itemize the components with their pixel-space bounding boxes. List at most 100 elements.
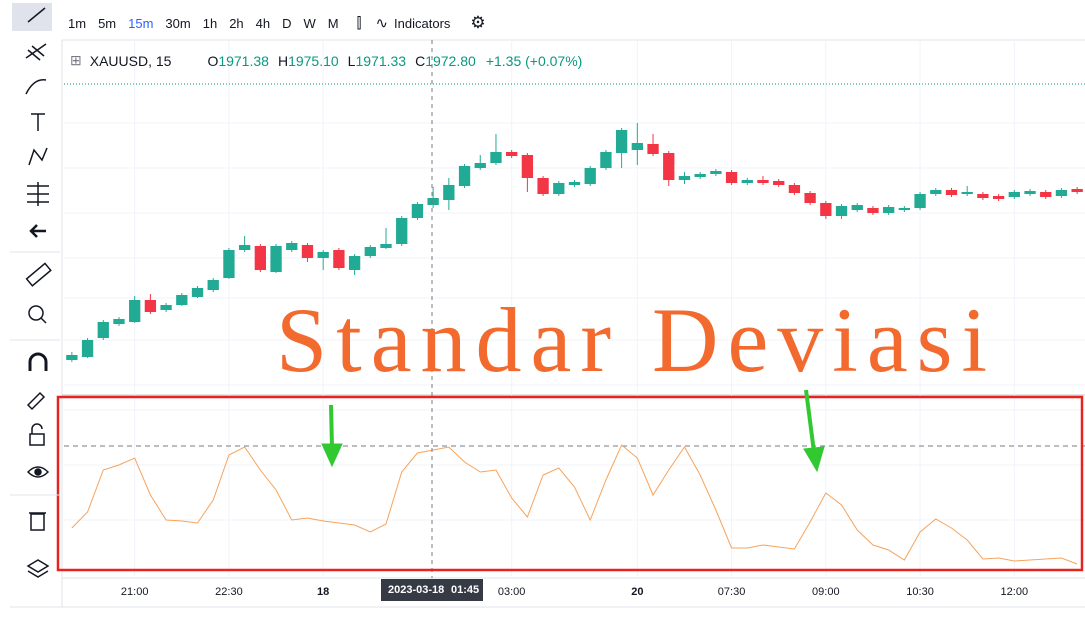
symbol[interactable]: XAUUSD, 15 [89, 52, 172, 69]
lock-drawing-tool[interactable] [26, 391, 46, 411]
x-tick-label: 18 [317, 586, 329, 598]
prediction-tool[interactable] [27, 182, 49, 206]
timeframe[interactable]: 1h [202, 15, 218, 31]
timeframe[interactable]: 5m [98, 15, 117, 31]
crosshair-date: 2023-03-18 [388, 584, 444, 596]
legend: ⊞ XAUUSD, 15 O 1971.38 H 1975.10 L 1971.33 C 19… [70, 52, 582, 69]
candle-body [286, 243, 298, 250]
layers-tool[interactable] [26, 559, 50, 578]
candle-body [490, 152, 502, 163]
candle-body [741, 180, 753, 183]
settings-icon[interactable]: ⚙ [470, 13, 486, 32]
pattern-tool[interactable] [28, 147, 48, 166]
x-tick-label: 03:00 [498, 586, 526, 598]
timeframe[interactable]: 30m [165, 15, 191, 31]
timeframe[interactable]: 4h [255, 15, 271, 31]
candle-body [867, 208, 879, 213]
candle-body [568, 182, 581, 185]
candle-body [615, 130, 628, 153]
trend-tool[interactable] [27, 7, 46, 23]
timeframe[interactable]: 1m [68, 15, 87, 31]
delete-tool[interactable] [29, 512, 46, 531]
indicators-button[interactable]: Indicators [394, 15, 451, 31]
candle-body [191, 288, 204, 297]
candle-body [474, 163, 486, 168]
candle-body [176, 295, 188, 305]
candle-body [1071, 189, 1083, 192]
ruler-tool[interactable] [25, 262, 52, 287]
x-tick-label: 20 [631, 586, 643, 598]
candle-body [427, 198, 439, 205]
indicator-line [71, 444, 1078, 565]
candle-body [600, 152, 612, 168]
candle-body [1055, 190, 1068, 196]
visibility-tool[interactable] [26, 466, 50, 478]
x-tick-label: 22:30 [215, 586, 243, 598]
active-tool-bg[interactable] [12, 3, 52, 31]
indicators-icon[interactable]: ∿ [375, 15, 389, 32]
candle-body [898, 208, 911, 210]
fib-tool[interactable] [25, 43, 47, 61]
zoom-tool[interactable] [28, 305, 47, 324]
candle-body [804, 193, 816, 203]
ohlc-value: 1972.80 [425, 52, 476, 69]
ohlc-key: C [415, 52, 426, 69]
candle-body [66, 355, 78, 360]
magnet-tool[interactable] [28, 352, 48, 371]
brush-tool[interactable] [25, 79, 47, 95]
timeframe[interactable]: D [282, 15, 292, 31]
candle-body [223, 250, 235, 278]
expand-icon[interactable]: ⊞ [70, 52, 82, 68]
timeframe[interactable]: W [303, 15, 316, 31]
candle-body [396, 218, 408, 244]
ohlc-value: 1971.33 [355, 52, 407, 69]
toolbar: 1m 5m 15m 30m 1h 2h 4h D W M ⫿ ∿ Indicators ⚙ [62, 8, 486, 38]
lock-tool[interactable] [29, 423, 45, 446]
candle-body [443, 185, 455, 200]
candle-body [835, 206, 848, 216]
x-tick-label: 07:30 [718, 586, 746, 598]
candle-body [930, 190, 942, 194]
candle-body [348, 256, 361, 270]
candle-body [882, 207, 895, 213]
ohlc: O 1971.38 H 1975.10 L 1971.33 C 1972.80 [201, 53, 475, 69]
candle-body [710, 171, 722, 174]
candle-body [1008, 192, 1020, 197]
candle-body [631, 143, 643, 150]
candle-body [506, 152, 518, 156]
candle-body [301, 245, 314, 258]
candle-body [945, 190, 958, 195]
candle-body [820, 203, 832, 216]
candle-body [129, 300, 141, 322]
candle-body [521, 155, 534, 178]
candle-body [914, 194, 926, 208]
candle-body [584, 168, 596, 184]
highlight-box [56, 395, 1084, 572]
candle-body [977, 194, 989, 198]
timeframe[interactable]: 15m [128, 15, 154, 31]
x-tick-label: 09:00 [812, 586, 840, 598]
candle-body [537, 178, 549, 194]
chart-type-icon[interactable]: ⫿ [356, 14, 362, 32]
candle-body [647, 144, 659, 154]
timeframe[interactable]: M [327, 15, 339, 31]
candle-body [364, 247, 376, 256]
candle-body [663, 153, 675, 180]
ohlc-value: 1975.10 [288, 52, 339, 69]
ohlc-key: L [347, 52, 356, 69]
sidebar-separators [10, 251, 60, 496]
candle-body [317, 252, 329, 258]
timeframe[interactable]: 2h [229, 15, 244, 31]
candle-body [144, 300, 157, 312]
candle-body [694, 174, 706, 177]
candle-body [160, 305, 172, 310]
candle-body [788, 185, 801, 193]
candle-body [757, 180, 769, 183]
text-tool[interactable] [31, 113, 45, 131]
candle-body [961, 192, 973, 194]
back-tool[interactable] [29, 224, 46, 238]
candle-body [678, 176, 691, 180]
